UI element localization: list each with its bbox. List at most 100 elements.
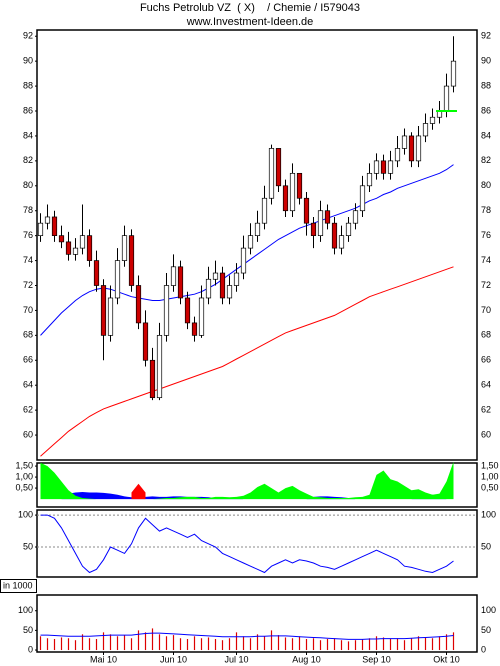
y2-tick-label: 88 [481,80,491,90]
candle-body [359,185,366,212]
candle-body [324,210,331,224]
candle-body [233,272,240,286]
y2-tick-label: 80 [481,180,491,190]
volume-bar [88,638,91,651]
chart-subtitle: www.Investment-Ideen.de [186,16,314,28]
volume-bar [410,638,413,651]
y2-tick-label: 78 [481,205,491,215]
y2-tick-label: 90 [481,56,491,66]
candle-body [415,135,422,162]
volume-bar [193,636,196,651]
volume-bar [67,638,70,651]
y2-tick-label: 70 [481,305,491,315]
y2-tick-label: 76 [481,230,491,240]
y2-tick-label: 66 [481,355,491,365]
x-tick-label: Mai 10 [90,654,117,664]
volume-bar [319,640,322,651]
y-tick-label: 100 [18,605,33,615]
candle-body [247,235,254,249]
candle-body [219,272,226,299]
candle-body [254,222,261,237]
candle-body [37,222,44,237]
volume-bar [347,641,350,651]
y2-tick-label: 50 [481,625,491,635]
candle-body [156,335,163,399]
y-tick-label: 86 [23,105,33,115]
candle-body [51,216,58,237]
y2-tick-label: 62 [481,405,491,415]
panel-frame [36,509,478,578]
volume-bar [242,636,245,651]
y2-tick-label: 92 [481,31,491,41]
volume-bar [277,635,280,651]
panel-frame [36,462,478,508]
x-tick-label: Jun 10 [160,654,187,664]
volume-bar [417,636,420,651]
candle-body [338,235,345,249]
volume-bar [382,637,385,651]
candle-body [240,247,247,274]
y-tick-label: 64 [23,380,33,390]
y-tick-label: 80 [23,180,33,190]
volume-bar [151,628,154,651]
volume-bar [445,634,448,651]
panel-frame [36,29,478,461]
volume-bar [361,639,364,651]
candle-body [212,272,219,280]
candle-body [408,135,415,162]
volume-bar [389,639,392,651]
y-tick-label: 1,00 [15,471,33,481]
y-tick-label: 90 [23,56,33,66]
y2-tick-label: 86 [481,105,491,115]
y2-tick-label: 1,50 [481,460,499,470]
candle-body [79,235,86,249]
volume-bar [284,637,287,651]
volume-bar [305,639,308,651]
candle-body [100,285,107,336]
candle-body [429,116,436,124]
volume-bar [200,638,203,651]
candle-body [72,247,79,255]
y-tick-label: 92 [23,31,33,41]
y-tick-label: 78 [23,205,33,215]
candle-body [58,235,65,243]
candle-body [289,172,296,212]
y-tick-label: 76 [23,230,33,240]
y-tick-label: 0,50 [15,482,33,492]
candle-body [331,222,338,249]
candle-body [226,285,233,299]
y-tick-label: 70 [23,305,33,315]
candle-body [366,172,373,187]
candle-body [268,148,275,199]
volume-bar [116,636,119,651]
volume-bar [81,634,84,651]
volume-bar [46,638,49,651]
x-tick-label: Jul 10 [224,654,248,664]
volume-bar [214,639,217,651]
y-tick-label: 1,50 [15,460,33,470]
y2-tick-label: 50 [481,541,491,551]
volume-bar [270,630,273,651]
y-tick-label: 100 [18,509,33,519]
y-tick-label: 50 [23,625,33,635]
candle-body [261,197,268,224]
candle-body [142,322,149,361]
volume-bar [326,639,329,651]
volume-bar [179,638,182,651]
indicator-area [40,461,454,500]
volume-unit-label: in 1000 [3,580,33,590]
volume-bar [256,634,259,651]
volume-bar [424,637,427,651]
y2-tick-label: 82 [481,155,491,165]
y2-tick-label: 72 [481,280,491,290]
y2-tick-label: 68 [481,330,491,340]
candle-body [107,297,114,336]
y2-tick-label: 64 [481,380,491,390]
y-tick-label: 88 [23,80,33,90]
volume-bar [438,636,441,651]
volume-bar [172,635,175,651]
moving-average [40,266,454,457]
candle-body [443,85,450,112]
y2-tick-label: 1,00 [481,471,499,481]
